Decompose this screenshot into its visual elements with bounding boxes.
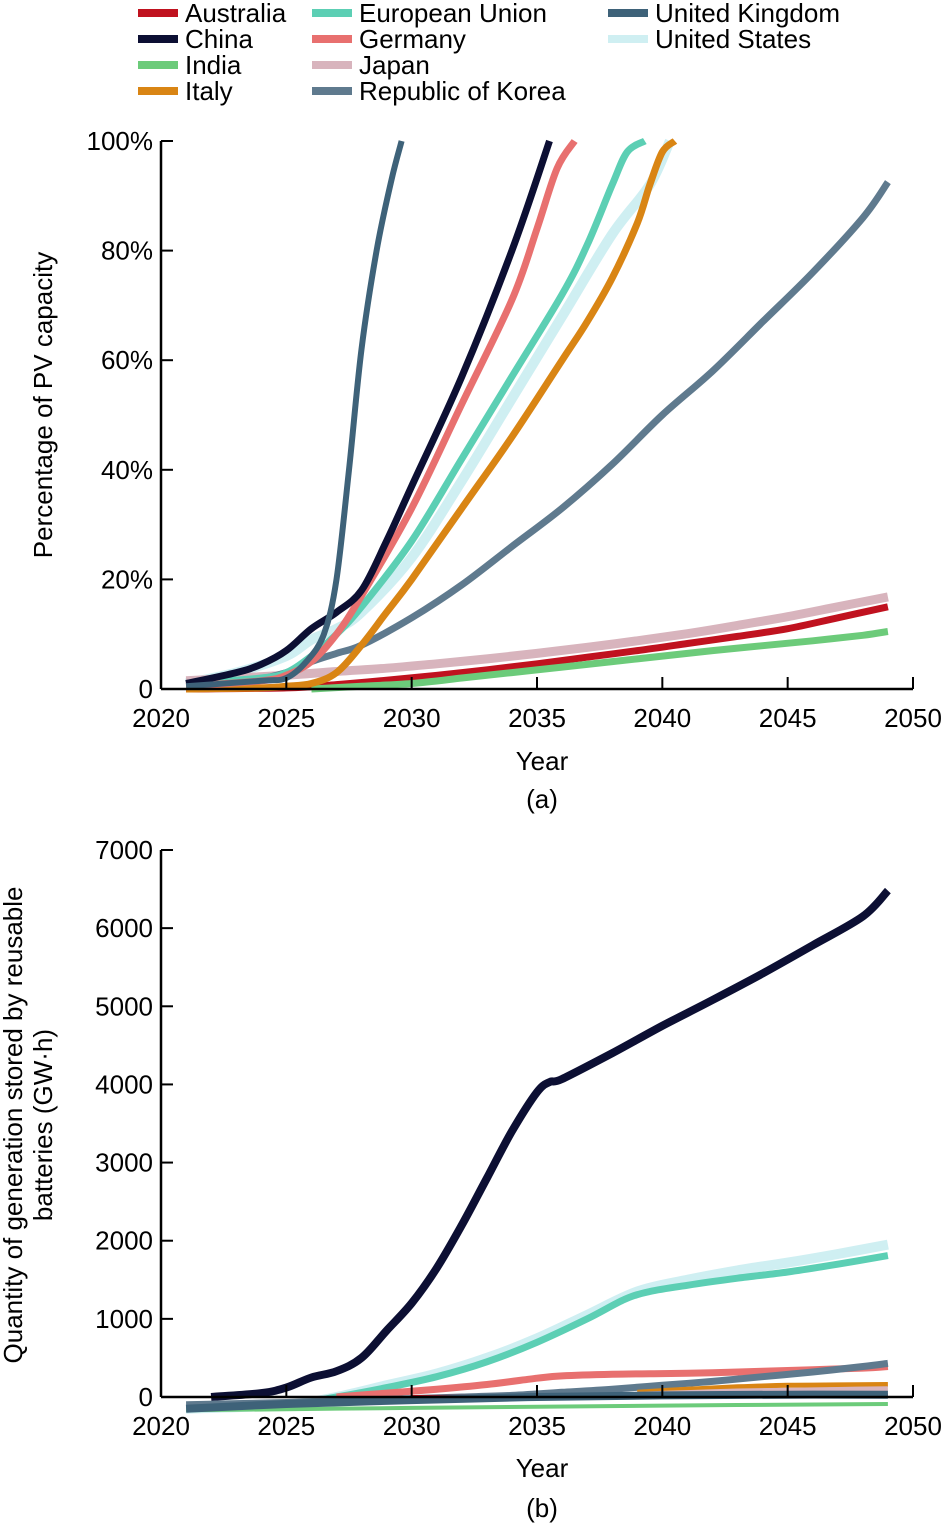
chart-b-series-line-china bbox=[210, 887, 891, 1401]
chart-a-series-line-united-states bbox=[185, 138, 675, 689]
chart-a-series-line-republic-of-korea bbox=[185, 180, 891, 690]
legend-label-united-states: United States bbox=[655, 24, 811, 54]
legend-label-germany: Germany bbox=[359, 24, 466, 54]
chart-a: 2020 2025 2030 2035 2040 2045 2050 0 20% 40% 60% 80… bbox=[28, 126, 942, 814]
legend-swatch-republic-of-korea bbox=[312, 87, 352, 95]
chart-a-x-tick-label: 2050 bbox=[884, 703, 942, 733]
chart-a-x-tick-label: 2020 bbox=[132, 703, 190, 733]
legend-swatch-germany bbox=[312, 35, 352, 43]
chart-b-y-tick-label: 2000 bbox=[95, 1226, 153, 1256]
chart-b-y-tick-label: 0 bbox=[139, 1382, 153, 1412]
chart-a-y-tick-label: 20% bbox=[101, 564, 153, 594]
chart-a-x-tick-label: 2025 bbox=[257, 703, 315, 733]
legend-swatch-japan bbox=[312, 61, 352, 69]
chart-b-y-tick-label: 4000 bbox=[95, 1069, 153, 1099]
legend-item-india: India bbox=[138, 50, 242, 80]
chart-a-series-line-european-union bbox=[185, 137, 647, 687]
legend-item-united-kingdom: United Kingdom bbox=[608, 0, 840, 28]
legend-swatch-china bbox=[138, 35, 178, 43]
chart-a-axes: 2020 2025 2030 2035 2040 2045 2050 0 20% 40% 60% 80… bbox=[87, 126, 942, 733]
chart-a-x-tick-label: 2030 bbox=[383, 703, 441, 733]
chart-b-x-tick-label: 2020 bbox=[132, 1411, 190, 1441]
legend-label-india: India bbox=[185, 50, 242, 80]
chart-b-y-tick-label: 6000 bbox=[95, 913, 153, 943]
chart-a-x-tick-label: 2035 bbox=[508, 703, 566, 733]
legend-item-australia: Australia bbox=[138, 0, 287, 28]
chart-b-y-tick-label: 1000 bbox=[95, 1304, 153, 1334]
chart-b-y-axis-title-line-2: batteries (GW·h) bbox=[28, 1029, 58, 1221]
chart-a-series-line-italy bbox=[186, 138, 678, 693]
legend-swatch-australia bbox=[138, 9, 178, 17]
chart-a-y-tick-label: 0 bbox=[139, 674, 153, 704]
chart-a-y-tick-label: 100% bbox=[87, 126, 154, 156]
chart-a-series-line-united-kingdom bbox=[185, 140, 405, 690]
legend-label-japan: Japan bbox=[359, 50, 430, 80]
chart-b-y-tick-label: 7000 bbox=[95, 835, 153, 865]
legend-label-australia: Australia bbox=[185, 0, 287, 28]
chart-b-x-tick-label: 2025 bbox=[257, 1411, 315, 1441]
chart-b-x-tick-label: 2035 bbox=[508, 1411, 566, 1441]
chart-a-panel-label: (a) bbox=[526, 784, 558, 814]
legend-item-japan: Japan bbox=[312, 50, 430, 80]
chart-b-x-axis-title: Year bbox=[516, 1453, 569, 1483]
chart-b-x-tick-label: 2040 bbox=[633, 1411, 691, 1441]
legend-swatch-india bbox=[138, 61, 178, 69]
legend-label-european-union: European Union bbox=[359, 0, 547, 28]
legend-item-china: China bbox=[138, 24, 253, 54]
chart-b: 2020 2025 2030 2035 2040 2045 2050 0 1000 2000 300… bbox=[0, 835, 942, 1523]
chart-a-x-tick-label: 2040 bbox=[633, 703, 691, 733]
chart-b-x-tick-label: 2030 bbox=[383, 1411, 441, 1441]
legend-swatch-european-union bbox=[312, 9, 352, 17]
chart-a-y-axis-title: Percentage of PV capacity bbox=[28, 252, 58, 558]
chart-b-series-line-italy bbox=[637, 1382, 888, 1395]
chart-b-y-axis-title-line-1: Quantity of generation stored by reusabl… bbox=[0, 887, 28, 1364]
legend-item-germany: Germany bbox=[312, 24, 466, 54]
chart-b-series bbox=[185, 887, 891, 1414]
chart-b-y-tick-label: 5000 bbox=[95, 991, 153, 1021]
chart-b-x-tick-label: 2045 bbox=[759, 1411, 817, 1441]
chart-a-x-tick-label: 2045 bbox=[759, 703, 817, 733]
legend-swatch-united-kingdom bbox=[608, 9, 648, 17]
legend-swatch-italy bbox=[138, 87, 178, 95]
chart-a-series bbox=[185, 137, 891, 693]
legend-label-china: China bbox=[185, 24, 253, 54]
legend-swatch-united-states bbox=[608, 35, 648, 43]
legend-item-italy: Italy bbox=[138, 76, 233, 106]
chart-b-axes: 2020 2025 2030 2035 2040 2045 2050 0 1000 2000 300… bbox=[95, 835, 942, 1441]
chart-a-series-line-china bbox=[185, 139, 553, 687]
legend-item-european-union: European Union bbox=[312, 0, 547, 28]
chart-b-panel-label: (b) bbox=[526, 1493, 558, 1523]
chart-a-y-tick-label: 60% bbox=[101, 345, 153, 375]
chart-a-y-tick-label: 80% bbox=[101, 236, 153, 266]
legend-label-united-kingdom: United Kingdom bbox=[655, 0, 840, 28]
chart-b-x-tick-label: 2050 bbox=[884, 1411, 942, 1441]
chart-a-series-line-japan bbox=[185, 592, 889, 686]
chart-b-series-line-india bbox=[186, 1402, 888, 1413]
legend-item-republic-of-korea: Republic of Korea bbox=[312, 76, 566, 106]
chart-a-x-axis-title: Year bbox=[516, 746, 569, 776]
legend-label-republic-of-korea: Republic of Korea bbox=[359, 76, 566, 106]
legend-item-united-states: United States bbox=[608, 24, 811, 54]
chart-b-y-tick-label: 3000 bbox=[95, 1148, 153, 1178]
chart-a-y-tick-label: 40% bbox=[101, 455, 153, 485]
legend-label-italy: Italy bbox=[185, 76, 233, 106]
